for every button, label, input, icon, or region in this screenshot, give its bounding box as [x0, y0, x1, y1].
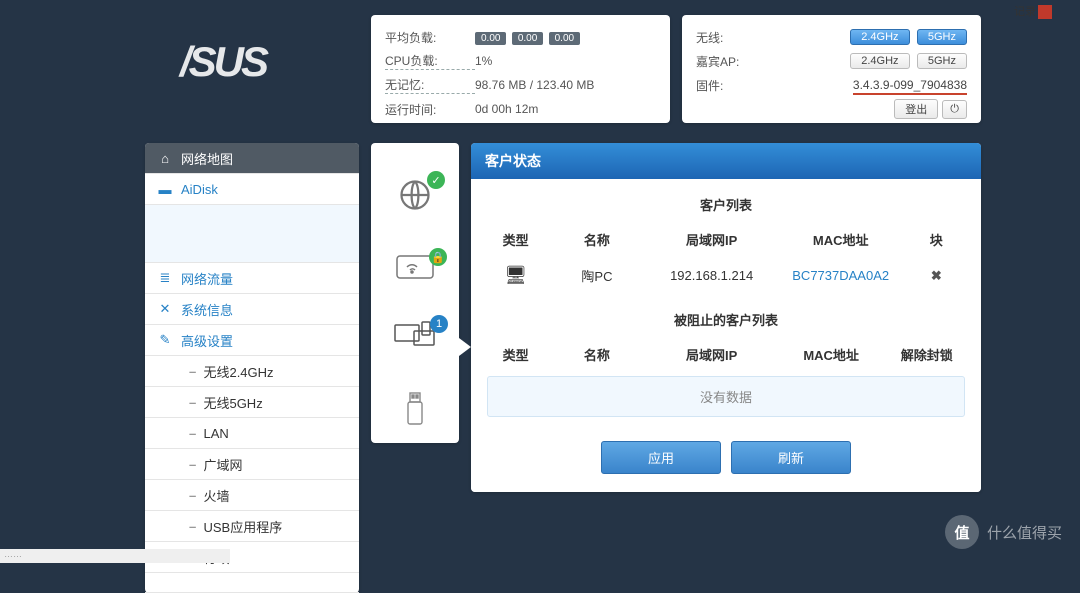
tool-icon: ✎	[155, 332, 175, 348]
cpu-label[interactable]: CPU负载:	[385, 52, 475, 70]
refresh-button[interactable]: 刷新	[731, 441, 851, 474]
brand-logo: /SUS	[180, 38, 266, 86]
avg-load-label: 平均负载:	[385, 29, 475, 46]
sysinfo-icon: ✕	[155, 301, 175, 317]
uptime-value: 0d 00h 12m	[475, 102, 538, 116]
sidebar-sub-24[interactable]: – 无线2.4GHz	[145, 356, 359, 387]
sidebar-item-empty	[145, 573, 359, 593]
stats-panel-left: 平均负载: 0.00 0.00 0.00 CPU负载:1% 无记忆:98.76 …	[371, 15, 670, 123]
cpu-value: 1%	[475, 54, 492, 68]
sidebar-item-traffic[interactable]: ≣网络流量	[145, 263, 359, 294]
load-pill: 0.00	[549, 32, 580, 45]
record-label: 记录	[1014, 3, 1052, 19]
sidebar-sub-fw[interactable]: – 火墙	[145, 480, 359, 511]
sidebar-sub-5[interactable]: – 无线5GHz	[145, 387, 359, 418]
guest-5-button[interactable]: 5GHz	[917, 53, 967, 69]
firmware-label: 固件:	[696, 77, 786, 94]
usb-icon[interactable]	[406, 392, 424, 429]
pc-icon: 🖥	[504, 265, 527, 285]
firmware-value[interactable]: 3.4.3.9-099_7904838	[853, 78, 967, 95]
stats-panel-right: 无线: 2.4GHz 5GHz 嘉宾AP: 2.4GHz 5GHz 固件: 3.…	[682, 15, 981, 123]
status-bar: ……	[0, 549, 230, 563]
sidebar: ⌂网络地图 ▬AiDisk ≣网络流量 ✕系统信息 ✎高级设置 – 无线2.4G…	[145, 143, 359, 593]
sidebar-blank	[145, 205, 359, 263]
block-button[interactable]: ✖	[931, 268, 942, 283]
home-icon: ⌂	[155, 151, 175, 166]
wifi-device-icon[interactable]: 🔒	[395, 254, 435, 283]
internet-icon[interactable]: ✓	[397, 177, 433, 216]
blocked-list-title: 被阻止的客户列表	[487, 310, 965, 329]
sidebar-item-map[interactable]: ⌂网络地图	[145, 143, 359, 174]
lock-icon: 🔒	[429, 248, 447, 266]
sidebar-item-sysinfo[interactable]: ✕系统信息	[145, 294, 359, 325]
power-button[interactable]: ⏻	[942, 100, 967, 119]
sidebar-item-advanced[interactable]: ✎高级设置	[145, 325, 359, 356]
guest-24-button[interactable]: 2.4GHz	[850, 53, 909, 69]
blocked-table: 类型 名称 局域网IP MAC地址 解除封锁	[487, 339, 965, 370]
wireless-label: 无线:	[696, 29, 786, 46]
watermark: 值 什么值得买	[945, 515, 1062, 549]
category-column: ✓ 🔒 1	[371, 143, 459, 443]
sidebar-sub-wan[interactable]: – 广域网	[145, 449, 359, 480]
mem-value: 98.76 MB / 123.40 MB	[475, 78, 594, 92]
uptime-label: 运行时间:	[385, 101, 475, 118]
sidebar-item-aidisk[interactable]: ▬AiDisk	[145, 174, 359, 205]
apply-button[interactable]: 应用	[601, 441, 721, 474]
wifi-24-button[interactable]: 2.4GHz	[850, 29, 909, 45]
load-pill: 0.00	[512, 32, 543, 45]
pointer-arrow-icon	[459, 338, 471, 356]
mem-label[interactable]: 无记忆:	[385, 76, 475, 94]
status-ok-icon: ✓	[427, 171, 445, 189]
client-list-title: 客户列表	[487, 195, 965, 214]
client-mac[interactable]: BC7737DAA0A2	[774, 255, 908, 296]
client-name: 陶PC	[544, 255, 649, 296]
client-ip: 192.168.1.214	[650, 255, 774, 296]
watermark-badge-icon: 值	[945, 515, 979, 549]
load-pill: 0.00	[475, 32, 506, 45]
client-table: 类型 名称 局域网IP MAC地址 块 🖥 陶PC 192.168.1.214 …	[487, 224, 965, 296]
traffic-icon: ≣	[155, 270, 175, 286]
table-row: 🖥 陶PC 192.168.1.214 BC7737DAA0A2 ✖	[487, 255, 965, 296]
clients-count-badge: 1	[430, 315, 448, 333]
disk-icon: ▬	[155, 182, 175, 197]
sidebar-sub-lan[interactable]: – LAN	[145, 418, 359, 449]
main-panel: 客户状态 客户列表 类型 名称 局域网IP MAC地址 块 🖥 陶PC 192.…	[471, 143, 981, 492]
no-data-message: 没有数据	[487, 376, 965, 417]
wifi-5-button[interactable]: 5GHz	[917, 29, 967, 45]
logout-button[interactable]: 登出	[894, 99, 938, 119]
main-title: 客户状态	[471, 143, 981, 179]
sidebar-sub-usb[interactable]: – USB应用程序	[145, 511, 359, 542]
clients-icon[interactable]: 1	[394, 321, 436, 354]
record-icon	[1038, 5, 1052, 19]
guest-label: 嘉宾AP:	[696, 53, 786, 70]
